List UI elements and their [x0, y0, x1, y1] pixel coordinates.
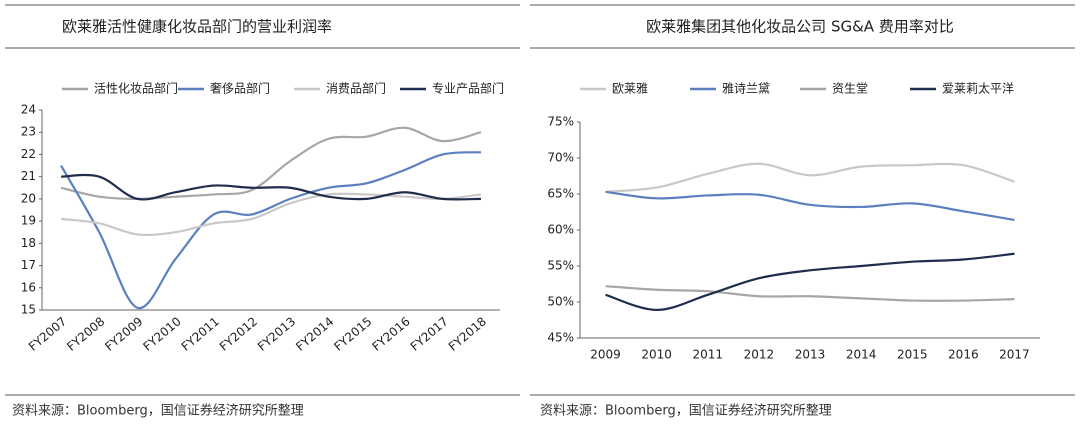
chart-title: 欧莱雅集团其他化妆品公司 SG&A 费用率对比: [646, 18, 954, 36]
x-tick-label: FY2011: [179, 314, 222, 354]
y-tick-label: 50%: [547, 295, 574, 309]
y-tick-label: 17: [21, 258, 36, 272]
y-tick-label: 75%: [547, 115, 574, 129]
x-tick-label: 2015: [897, 348, 928, 362]
y-tick-label: 20: [21, 191, 36, 205]
x-tick-label: FY2015: [331, 314, 374, 354]
series-line: [605, 252, 1015, 312]
x-tick-label: FY2007: [26, 314, 69, 354]
y-tick-label: 55%: [547, 259, 574, 273]
legend-label: 资生堂: [832, 82, 868, 96]
y-tick-label: 21: [21, 169, 36, 183]
legend-label: 消费品部门: [326, 81, 386, 96]
y-tick-label: 70%: [547, 151, 574, 165]
x-tick-label: FY2014: [293, 314, 336, 354]
y-tick-label: 15: [21, 303, 36, 317]
chart-title: 欧莱雅活性健康化妆品部门的营业利润率: [62, 18, 332, 36]
x-tick-label: 2016: [948, 348, 979, 362]
x-tick-label: 2010: [641, 348, 672, 362]
y-tick-label: 24: [21, 103, 36, 117]
legend-label: 奢侈品部门: [210, 81, 270, 96]
x-tick-label: 2014: [846, 348, 877, 362]
x-tick-label: FY2018: [446, 314, 489, 354]
legend-label: 雅诗兰黛: [722, 81, 770, 96]
series-line: [605, 190, 1015, 222]
x-tick-label: FY2017: [408, 314, 451, 354]
source: 资料来源：Bloomberg，国信证券经济研究所整理: [12, 403, 304, 419]
legend-label: 专业产品部门: [432, 81, 504, 96]
legend-label: 欧莱雅: [612, 81, 648, 96]
y-tick-label: 60%: [547, 223, 574, 237]
x-tick-label: 2011: [693, 348, 724, 362]
x-tick-label: 2017: [999, 348, 1030, 362]
y-tick-label: 19: [21, 214, 36, 228]
x-tick-label: 2012: [744, 348, 775, 362]
x-tick-label: FY2013: [255, 314, 298, 354]
y-tick-label: 22: [21, 147, 36, 161]
x-tick-label: 2009: [590, 348, 621, 362]
y-tick-label: 65%: [547, 187, 574, 201]
x-tick-label: FY2009: [102, 314, 145, 354]
y-tick-label: 18: [21, 236, 36, 250]
x-tick-label: FY2008: [64, 314, 107, 354]
series-line: [60, 151, 481, 309]
series-line: [605, 285, 1015, 302]
x-tick-label: FY2010: [140, 314, 183, 354]
legend-label: 爱莱莉太平洋: [942, 81, 1014, 96]
y-tick-label: 45%: [547, 331, 574, 345]
series-line: [605, 162, 1015, 193]
series-line: [60, 192, 482, 237]
y-tick-label: 16: [21, 280, 36, 294]
x-tick-label: FY2016: [369, 314, 412, 354]
source: 资料来源：Bloomberg，国信证券经济研究所整理: [540, 403, 832, 419]
x-tick-label: 2013: [795, 348, 826, 362]
series-line: [61, 173, 481, 201]
y-tick-label: 23: [21, 125, 36, 139]
legend-label: 活性化妆品部门: [94, 81, 178, 96]
x-tick-label: FY2012: [217, 314, 260, 354]
